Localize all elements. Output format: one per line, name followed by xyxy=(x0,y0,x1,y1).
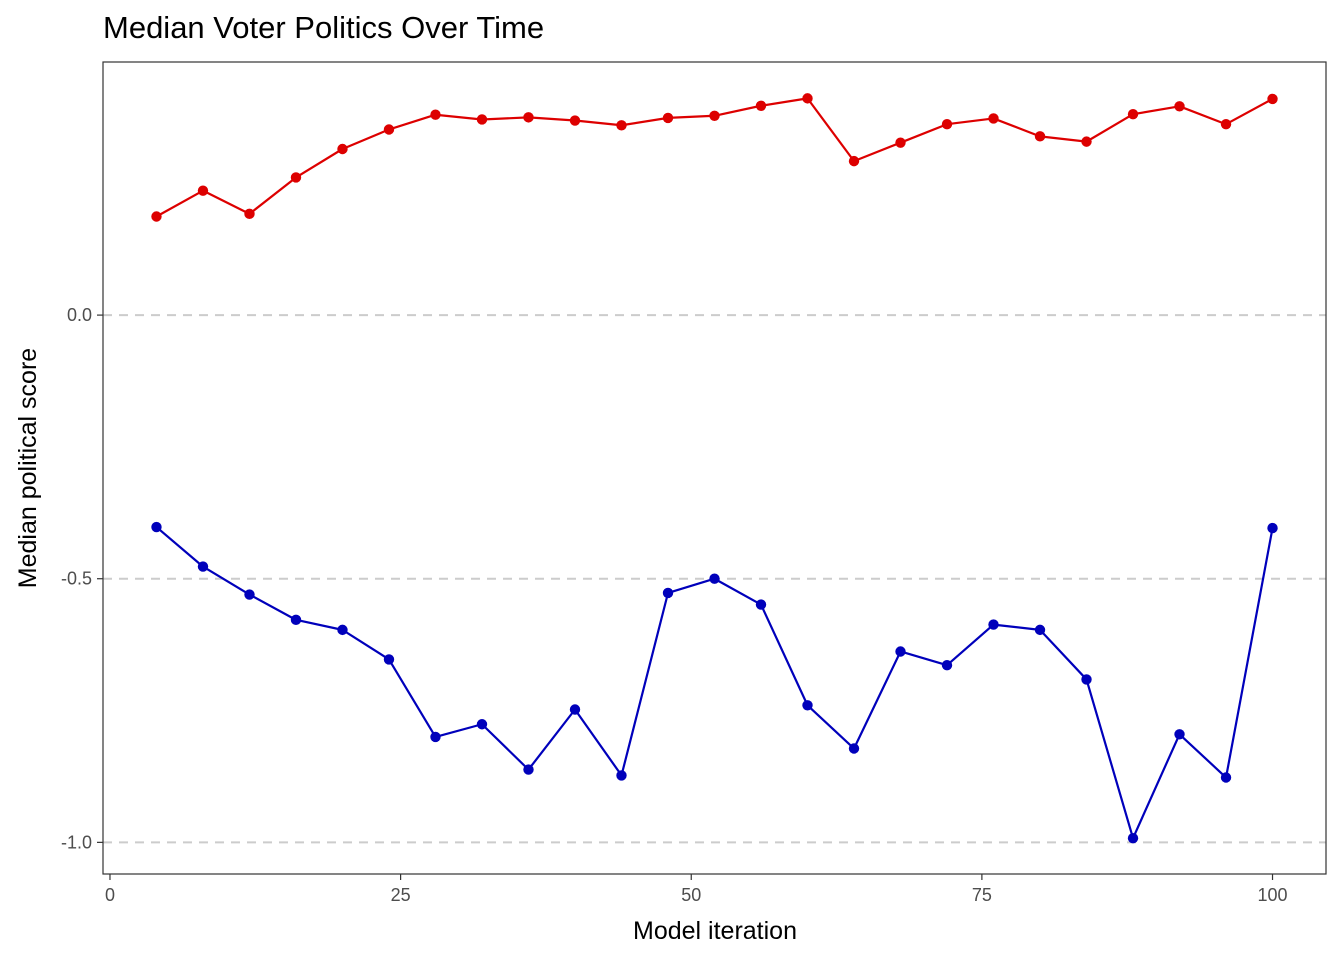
series-2-point-5 xyxy=(383,654,395,665)
x-tick-label-3: 75 xyxy=(972,885,992,905)
series-2-point-19 xyxy=(1034,624,1046,636)
series-1-point-4 xyxy=(337,143,348,155)
series-1-point-20 xyxy=(1081,136,1092,147)
chart-title: Median Voter Politics Over Time xyxy=(103,10,545,45)
series-1-point-16 xyxy=(895,137,906,148)
series-2-point-0 xyxy=(151,521,162,533)
series-2-point-17 xyxy=(941,660,953,671)
series-2-point-22 xyxy=(1174,729,1185,740)
series-1-point-22 xyxy=(1174,101,1185,112)
series-2-point-16 xyxy=(895,646,906,657)
series-2-point-4 xyxy=(337,624,348,636)
series-2-point-14 xyxy=(802,700,813,711)
series-2-point-1 xyxy=(197,561,209,572)
series-layer xyxy=(151,93,1278,844)
y-axis-title: Median political score xyxy=(14,348,42,588)
series-1-point-21 xyxy=(1127,109,1139,120)
series-1-point-10 xyxy=(616,120,627,131)
series-1-point-17 xyxy=(941,119,953,130)
series-1-point-18 xyxy=(988,113,999,124)
series-1-point-5 xyxy=(383,124,395,135)
series-2-point-13 xyxy=(755,599,767,610)
x-axis: 0 25 50 75 100 xyxy=(105,874,1288,905)
series-1-point-7 xyxy=(476,114,488,125)
y-tick-label-0: 0.0 xyxy=(67,305,92,325)
series-2-point-8 xyxy=(523,764,534,775)
series-2-point-24 xyxy=(1267,522,1278,534)
series-2-point-12 xyxy=(709,573,720,584)
x-tick-label-0: 0 xyxy=(105,885,115,905)
plot-panel-border xyxy=(102,61,1327,875)
series-1-point-13 xyxy=(755,100,767,111)
y-axis: 0.0 -0.5 -1.0 xyxy=(61,305,103,852)
series-1-point-15 xyxy=(848,155,860,167)
series-1-point-8 xyxy=(523,112,534,123)
x-tick-label-2: 50 xyxy=(681,885,701,905)
series-1-point-11 xyxy=(662,112,674,124)
x-tick-label-4: 100 xyxy=(1257,885,1287,905)
series-1-point-9 xyxy=(569,115,581,126)
series-2-point-7 xyxy=(476,719,488,730)
series-1-point-14 xyxy=(802,93,813,104)
series-2-point-21 xyxy=(1127,832,1139,844)
y-tick-label-2: -1.0 xyxy=(61,832,92,852)
series-2-point-15 xyxy=(848,743,860,754)
series-2-point-18 xyxy=(988,619,999,630)
series-2-point-6 xyxy=(430,731,441,743)
series-2-point-11 xyxy=(662,587,674,599)
x-axis-title: Model iteration xyxy=(633,917,797,945)
series-2-point-9 xyxy=(569,704,581,715)
y-tick-label-1: -0.5 xyxy=(61,569,92,589)
series-2-point-2 xyxy=(244,589,255,600)
series-1-point-1 xyxy=(197,185,209,196)
series-1-point-2 xyxy=(244,208,255,220)
series-1-point-0 xyxy=(151,211,162,222)
series-1-point-19 xyxy=(1034,131,1046,142)
series-1-point-12 xyxy=(709,110,720,121)
x-tick-label-1: 25 xyxy=(391,885,411,905)
series-1-point-3 xyxy=(290,172,302,183)
series-1-point-24 xyxy=(1267,93,1278,105)
series-2-point-3 xyxy=(290,614,302,626)
series-2-point-20 xyxy=(1081,674,1092,685)
series-1-point-23 xyxy=(1220,119,1232,130)
series-1-point-6 xyxy=(430,109,441,120)
series-2-point-23 xyxy=(1220,772,1232,783)
series-2-point-10 xyxy=(616,770,627,781)
